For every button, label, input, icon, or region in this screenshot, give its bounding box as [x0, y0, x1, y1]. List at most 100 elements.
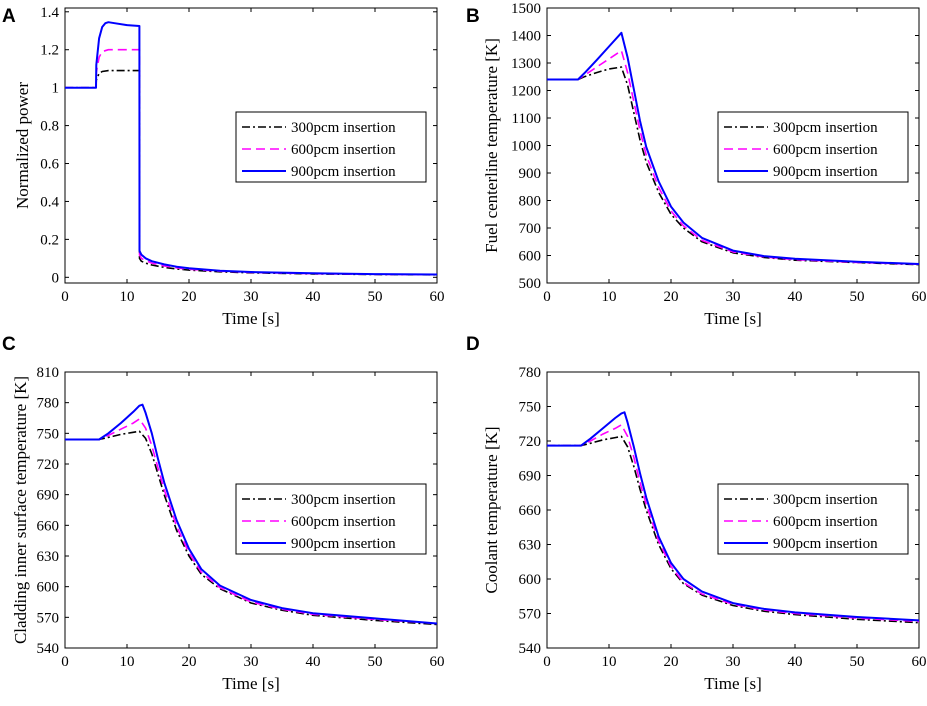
chart-panel-b: B 0 10 20 30 40 50 60 500 600 700 800 900 1000 1100 120…	[466, 1, 927, 328]
y-tick-label: 1.4	[40, 5, 59, 21]
y-tick-label: 1500	[511, 1, 541, 17]
legend: 300pcm insertion 600pcm insertion 900pcm i…	[235, 483, 427, 555]
legend: 300pcm insertion 600pcm insertion 900pcm i…	[717, 483, 909, 555]
series-line-900pcm	[65, 21, 437, 276]
legend: 300pcm insertion 600pcm insertion 900pcm i…	[235, 111, 427, 183]
y-tick-label: 540	[37, 641, 60, 657]
x-tick-label: 30	[726, 654, 741, 670]
y-tick-label: 0.4	[40, 194, 59, 210]
x-tick-label: 0	[543, 289, 551, 305]
y-axis-title: Normalized power	[13, 82, 32, 209]
y-tick-label: 540	[519, 641, 542, 657]
legend-entry-label: 600pcm insertion	[291, 514, 396, 530]
y-tick-label: 900	[519, 166, 542, 182]
panel-letter: B	[466, 6, 480, 27]
y-tick-label: 1.2	[40, 43, 59, 59]
x-tick-label: 10	[120, 654, 135, 670]
x-tick-label: 60	[912, 289, 927, 305]
x-tick-label: 20	[664, 654, 679, 670]
series-line-900pcm	[547, 411, 919, 622]
chart-panel-d: D 0 10 20 30 40 50 60 540 570 600 630 660 690 720 750 78…	[466, 334, 927, 693]
x-tick-label: 0	[61, 654, 69, 670]
x-axis-title: Time [s]	[704, 674, 761, 693]
y-tick-label: 780	[519, 365, 542, 381]
legend-entry-label: 900pcm insertion	[291, 536, 396, 552]
series-line-900pcm	[65, 403, 437, 625]
y-tick-label: 1	[52, 81, 60, 97]
legend-entry-label: 300pcm insertion	[773, 120, 878, 136]
y-tick-label: 600	[519, 249, 542, 265]
series-line-600pcm	[65, 48, 437, 276]
y-tick-label: 750	[519, 400, 542, 416]
y-tick-label: 1100	[512, 111, 541, 127]
y-tick-label: 0.2	[40, 232, 59, 248]
y-tick-label: 570	[519, 607, 542, 623]
x-tick-label: 20	[664, 289, 679, 305]
x-tick-label: 10	[602, 654, 617, 670]
y-tick-label: 780	[37, 396, 60, 412]
y-axis-title: Coolant temperature [K]	[482, 426, 501, 593]
chart-panel-a: A 0 10 20 30 40 50 60 0 0.2 0.4 0.6 0.8 1 1.2 1.4 Time […	[2, 5, 445, 328]
panel-letter: A	[2, 6, 16, 27]
legend-entry-label: 900pcm insertion	[291, 164, 396, 180]
y-tick-label: 0.6	[40, 157, 59, 173]
y-tick-label: 690	[519, 469, 542, 485]
chart-panel-c: C 0 10 20 30 40 50 60 540 570 600 630 660 690 720 750 78…	[2, 334, 445, 693]
x-tick-label: 30	[244, 654, 259, 670]
x-axis-title: Time [s]	[222, 674, 279, 693]
legend-entry-label: 300pcm insertion	[291, 492, 396, 508]
y-axis-title: Cladding inner surface temperature [K]	[11, 376, 30, 644]
y-axis-title: Fuel centerline temperature [K]	[482, 38, 501, 253]
x-tick-label: 10	[120, 289, 135, 305]
y-tick-label: 630	[37, 549, 60, 565]
x-tick-label: 0	[61, 289, 69, 305]
panel-letter: D	[466, 334, 480, 355]
x-tick-label: 40	[788, 654, 803, 670]
x-tick-label: 20	[182, 289, 197, 305]
y-tick-label: 800	[519, 194, 542, 210]
legend-entry-label: 900pcm insertion	[773, 536, 878, 552]
y-tick-label: 1000	[511, 139, 541, 155]
x-tick-label: 50	[368, 654, 383, 670]
x-tick-label: 40	[788, 289, 803, 305]
y-tick-label: 0.8	[40, 119, 59, 135]
y-tick-label: 660	[519, 503, 542, 519]
y-tick-label: 570	[37, 610, 60, 626]
y-tick-label: 500	[519, 276, 542, 292]
y-tick-label: 1300	[511, 56, 541, 72]
y-tick-label: 700	[519, 221, 542, 237]
x-tick-label: 40	[306, 654, 321, 670]
y-tick-label: 660	[37, 518, 60, 534]
legend-entry-label: 600pcm insertion	[773, 514, 878, 530]
x-tick-label: 30	[244, 289, 259, 305]
x-tick-label: 0	[543, 654, 551, 670]
series-line-600pcm	[547, 424, 919, 623]
y-tick-label: 0	[52, 270, 60, 286]
y-tick-label: 600	[519, 572, 542, 588]
legend-entry-label: 300pcm insertion	[773, 492, 878, 508]
series-line-900pcm	[547, 31, 919, 265]
x-tick-label: 40	[306, 289, 321, 305]
x-tick-label: 50	[850, 654, 865, 670]
y-tick-label: 690	[37, 488, 60, 504]
x-tick-label: 10	[602, 289, 617, 305]
y-tick-label: 750	[37, 426, 60, 442]
series-line-600pcm	[547, 49, 919, 266]
x-tick-label: 50	[850, 289, 865, 305]
x-tick-label: 30	[726, 289, 741, 305]
x-axis-title: Time [s]	[704, 309, 761, 328]
y-tick-label: 630	[519, 538, 542, 554]
series-line-300pcm	[547, 66, 919, 266]
legend: 300pcm insertion 600pcm insertion 900pcm i…	[717, 111, 909, 183]
series-line-300pcm	[65, 430, 437, 626]
series-line-300pcm	[65, 69, 437, 276]
x-axis-title: Time [s]	[222, 309, 279, 328]
x-tick-label: 60	[430, 654, 445, 670]
y-tick-label: 1200	[511, 84, 541, 100]
y-tick-label: 600	[37, 580, 60, 596]
x-tick-label: 50	[368, 289, 383, 305]
panel-letter: C	[2, 334, 16, 355]
series-line-300pcm	[547, 435, 919, 624]
series-line-600pcm	[65, 418, 437, 625]
